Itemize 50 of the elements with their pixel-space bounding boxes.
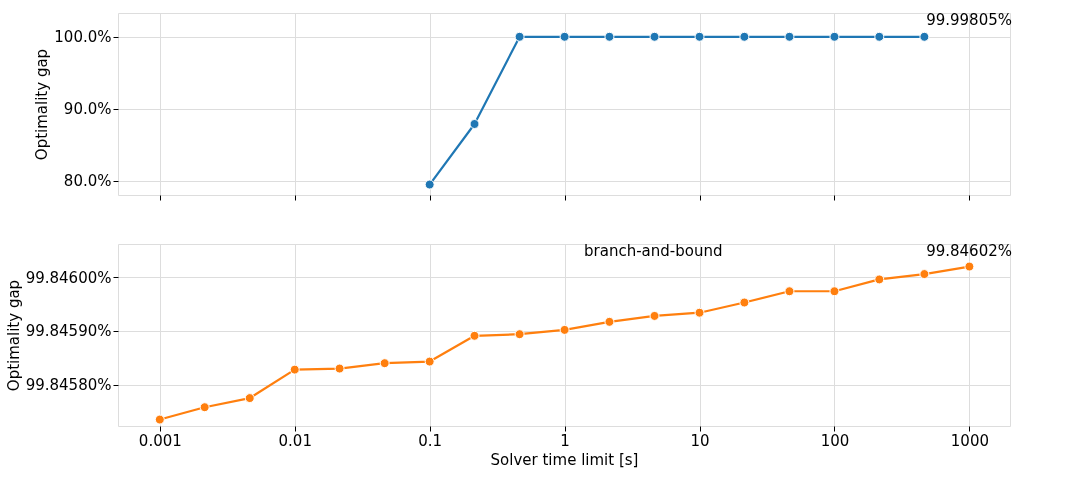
- point: [604, 31, 615, 42]
- point: [964, 261, 975, 272]
- point: [424, 179, 435, 190]
- point: [694, 307, 705, 318]
- point: [289, 364, 300, 375]
- point: [514, 329, 525, 340]
- x-tick-label: 1000: [950, 431, 989, 450]
- x-tick-label: 0.01: [278, 431, 312, 450]
- point: [829, 286, 840, 297]
- y-axis-title: Optimality gap: [4, 279, 23, 392]
- y-tick-label: 99.84590%: [25, 322, 112, 341]
- x-axis-title: Solver time limit [s]: [490, 450, 639, 469]
- point: [649, 31, 660, 42]
- point: [919, 269, 930, 280]
- chart-title: branch-and-bound: [583, 242, 723, 260]
- y-tick-label: 90.0%: [63, 100, 112, 119]
- point: [694, 31, 705, 42]
- point: [469, 330, 480, 341]
- x-tick-label: 10: [690, 431, 710, 450]
- point: [829, 31, 840, 42]
- point: [199, 402, 210, 413]
- point: [244, 393, 255, 404]
- y-axis-title: Optimality gap: [33, 48, 52, 161]
- point: [604, 316, 615, 327]
- point: [334, 363, 345, 374]
- point: [469, 119, 480, 129]
- point: [874, 31, 885, 42]
- x-tick-label: 0.1: [418, 431, 443, 450]
- point: [154, 414, 165, 425]
- point: [559, 324, 570, 335]
- point: [874, 274, 885, 285]
- y-tick-label: 99.84580%: [25, 376, 112, 395]
- point: [739, 31, 750, 42]
- x-tick-label: 1: [560, 431, 570, 450]
- point: [784, 31, 795, 42]
- point: [379, 358, 390, 369]
- x-tick-label: 100: [820, 431, 850, 450]
- point: [739, 297, 750, 308]
- point: [784, 286, 795, 297]
- point: [649, 310, 660, 321]
- annotation: 99.84602%: [926, 242, 1012, 260]
- y-tick-label: 99.84600%: [25, 268, 112, 287]
- point: [424, 356, 435, 367]
- point: [514, 31, 525, 42]
- point: [559, 31, 570, 42]
- y-tick-label: 80.0%: [63, 172, 112, 191]
- point: [919, 31, 930, 42]
- y-tick-label: 100.0%: [54, 28, 112, 47]
- annotation: 99.99805%: [926, 11, 1012, 29]
- x-tick-label: 0.001: [138, 431, 182, 450]
